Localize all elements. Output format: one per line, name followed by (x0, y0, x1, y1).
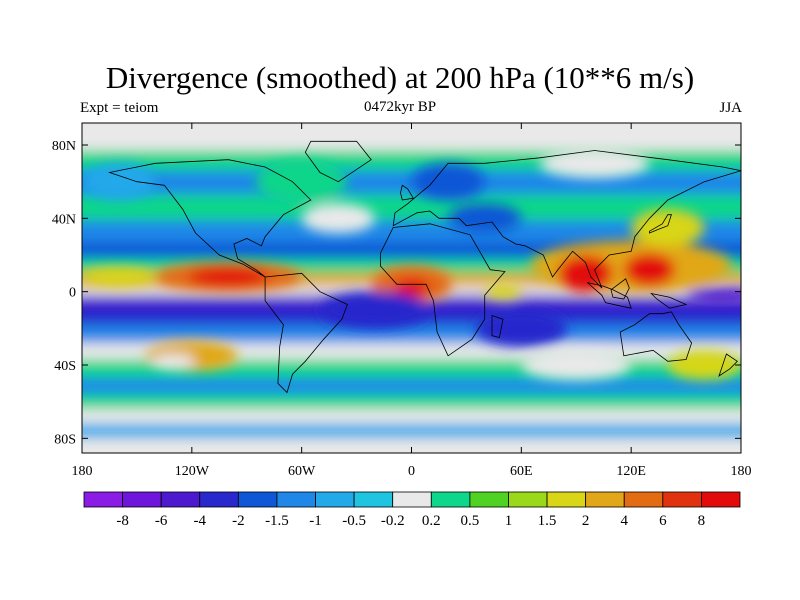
colorbar-swatch (623, 491, 664, 508)
experiment-label: Expt = teiom (80, 100, 159, 116)
lat-tick-label: 40N (52, 212, 76, 227)
colorbar-label: 0.5 (461, 513, 480, 529)
coastline-madagascar (491, 314, 504, 338)
coastlines (107, 140, 741, 394)
coastline-borneo (610, 278, 630, 300)
divergence-field (82, 123, 741, 453)
field-band (82, 220, 741, 243)
field-blob (255, 159, 348, 204)
colorbar-label: -0.2 (381, 513, 405, 529)
field-blob (151, 354, 196, 369)
colorbar-label: -2 (232, 513, 245, 529)
colorbar-swatch (662, 491, 702, 508)
colorbar-label: -8 (116, 513, 129, 529)
colorbar: -8 -6 -4 -2 -1.5 -1 -0.5 -0.2 0.2 0.5 1 1.5 2 4 6 8 (83, 491, 741, 529)
coastline-new-zealand (718, 353, 738, 377)
colorbar-swatch (469, 491, 509, 508)
coastline-greenland (304, 140, 372, 183)
colorbar-label: 2 (582, 513, 590, 529)
colorbar-label: 0.2 (422, 513, 441, 529)
colorbar-swatch (353, 491, 394, 508)
field-band (82, 438, 741, 453)
colorbar-label: -1.5 (265, 513, 289, 529)
colorbar-swatch (199, 491, 239, 508)
colorbar-label: -4 (194, 513, 207, 529)
coastline-new-guinea (650, 292, 688, 309)
field-blob (82, 267, 156, 287)
field-band (82, 409, 741, 424)
field-band (82, 324, 741, 343)
lon-tick-label: 120W (175, 464, 210, 479)
coastline-uk (400, 184, 414, 201)
colorbar-swatch (237, 491, 278, 508)
lon-tick-label: 60W (288, 464, 316, 479)
lat-tick-label: 40S (54, 359, 76, 374)
colorbar-label: 6 (659, 513, 667, 529)
colorbar-swatch (83, 491, 123, 508)
latitude-axis: 80N 40N 0 40S 80S (52, 139, 741, 447)
colorbar-swatch (508, 491, 548, 508)
coastline-eurasia (392, 150, 741, 289)
field-blob (82, 163, 156, 201)
colorbar-swatch (546, 491, 587, 508)
colorbar-swatch (122, 491, 162, 508)
colorbar-label: 4 (620, 513, 628, 529)
field-blob (319, 291, 430, 329)
time-label: 0472kyr BP (363, 99, 437, 115)
field-blob (557, 255, 613, 292)
field-band (82, 394, 741, 409)
colorbar-swatch (585, 491, 625, 508)
coastline-australia (619, 311, 693, 362)
colorbar-label: -6 (155, 513, 168, 529)
field-band (82, 129, 741, 151)
coastline-japan (649, 214, 672, 234)
field-band (82, 150, 741, 171)
field-blob (188, 267, 269, 287)
field-blob (686, 288, 741, 303)
field-blob (411, 163, 485, 201)
field-blob (521, 350, 632, 380)
field-blob (475, 310, 568, 347)
lon-tick-label: 180 (72, 464, 93, 479)
lon-tick-label: 0 (408, 464, 415, 479)
colorbar-label: 1 (505, 513, 513, 529)
colorbar-label: 8 (698, 513, 706, 529)
map-title: Divergence (smoothed) at 200 hPa (10**6 … (105, 60, 695, 95)
colorbar-swatch (160, 491, 201, 508)
field-blob (623, 253, 676, 287)
colorbar-label: -0.5 (342, 513, 366, 529)
lon-tick-label: 120E (616, 464, 646, 479)
field-blob (484, 284, 522, 299)
lat-tick-label: 0 (69, 286, 76, 301)
season-label: JJA (719, 100, 742, 116)
field-blob (539, 148, 650, 178)
coastline-indonesia (586, 282, 632, 309)
coastline-south-america (264, 272, 348, 394)
field-blob (667, 350, 741, 380)
coastline-north-america (107, 159, 312, 278)
colorbar-swatch (701, 491, 741, 508)
coastline-africa (380, 223, 506, 357)
colorbar-label: 1.5 (538, 513, 557, 529)
lat-tick-label: 80S (54, 432, 76, 447)
lon-tick-label: 60E (510, 464, 533, 479)
field-blobs (82, 148, 741, 380)
lat-tick-label: 80N (52, 139, 76, 154)
field-band (82, 170, 741, 195)
lon-tick-label: 180 (731, 464, 752, 479)
colorbar-swatch (430, 491, 471, 508)
colorbar-swatch (276, 491, 316, 508)
colorbar-label: -1 (309, 513, 322, 529)
field-blob (301, 203, 375, 233)
longitude-axis: 180 120W 60W 0 60E 120E 180 (72, 123, 752, 479)
field-band (82, 377, 741, 395)
field-blob (393, 278, 430, 298)
field-band (82, 423, 741, 439)
colorbar-swatch (392, 491, 432, 508)
colorbar-swatch (315, 491, 355, 508)
